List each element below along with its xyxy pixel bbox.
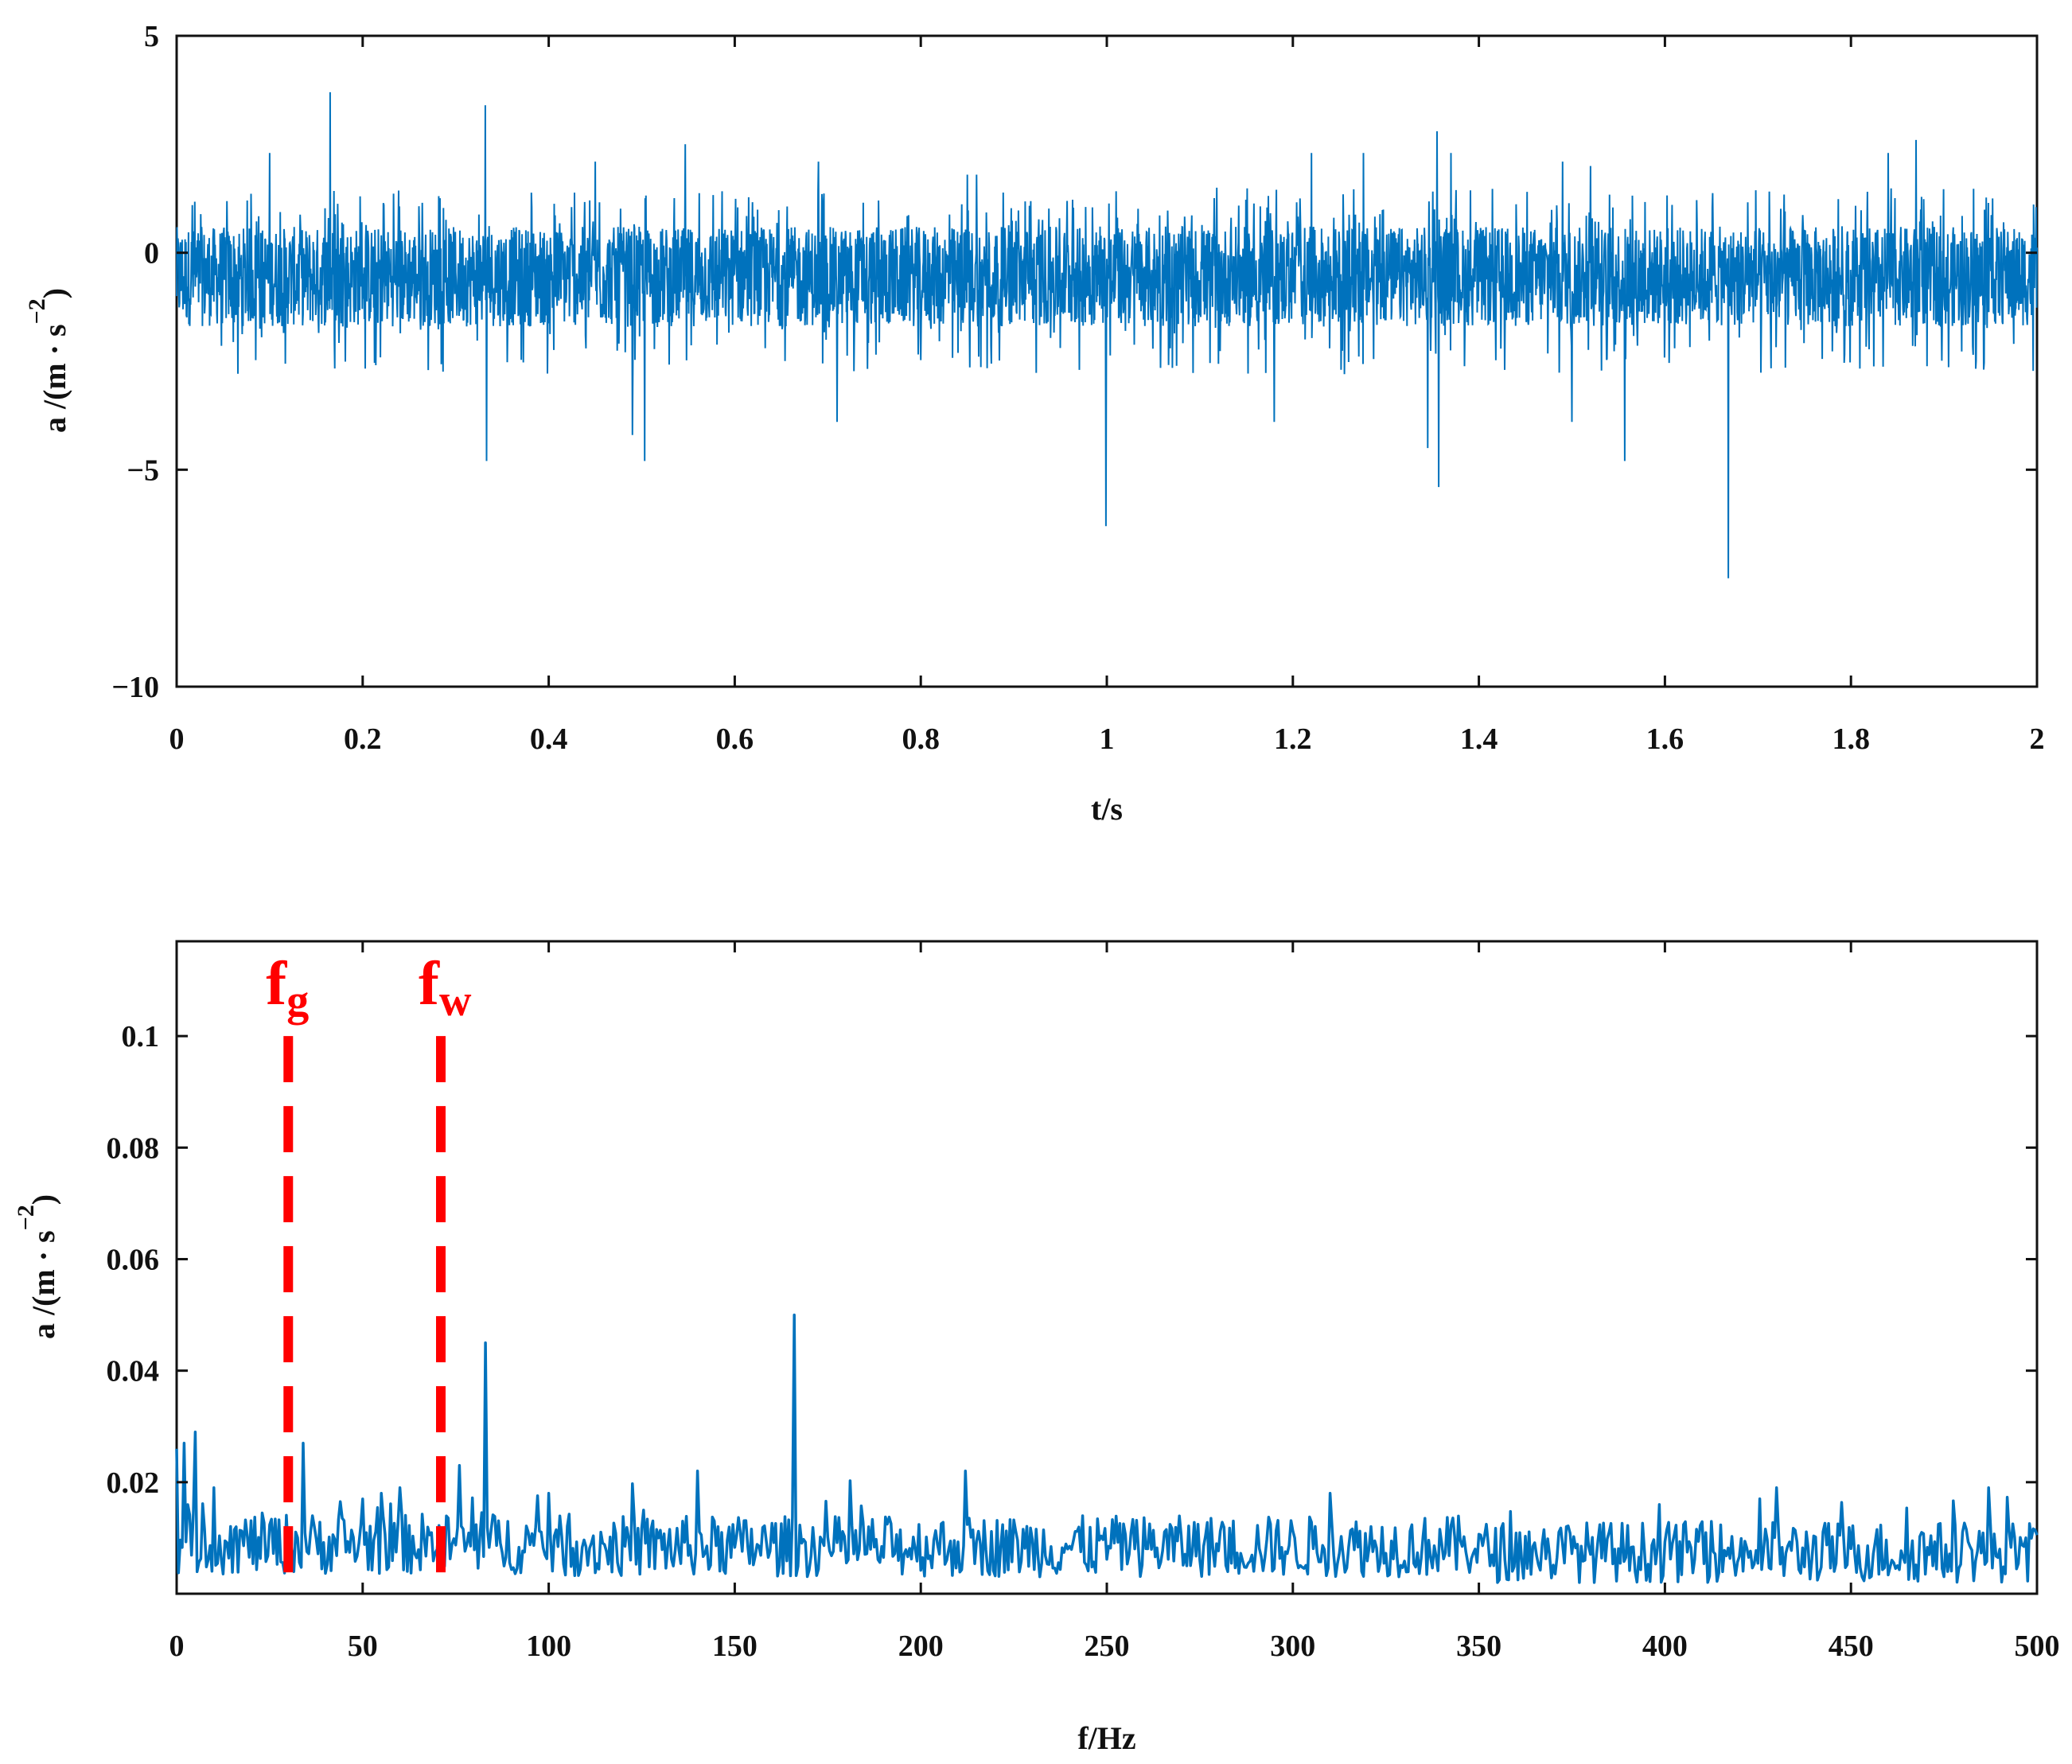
x-tick-label: 50: [348, 1630, 378, 1663]
x-tick-label: 1.2: [1274, 722, 1312, 756]
x-axis-ticks: 0 0.2 0.4 0.6 0.8 1 1.2 1.4 1.6 1.8 2: [169, 36, 2045, 756]
fault-frequency-label: fw: [419, 948, 472, 1026]
x-tick-label: 0.6: [716, 722, 754, 756]
x-tick-label: 150: [712, 1630, 758, 1663]
y-tick-label: −5: [127, 454, 159, 487]
x-axis-ticks: 0 50 100 150 200 250 300 350 400 450 500: [169, 941, 2060, 1663]
svg-text:a /(m · s−2): a /(m · s−2): [13, 1194, 61, 1339]
y-tick-label: 0.04: [107, 1355, 160, 1388]
fault-frequency-label: fg: [266, 948, 309, 1026]
y-axis-title-close: ): [25, 1194, 61, 1205]
svg-text:a /(m · s−2): a /(m · s−2): [24, 288, 72, 433]
y-tick-label: 0.1: [122, 1020, 160, 1053]
x-tick-label: 300: [1270, 1630, 1315, 1663]
y-axis-title-text: a /(m · s: [25, 1230, 61, 1339]
x-tick-label: 250: [1085, 1630, 1130, 1663]
x-axis-title: t/s: [1091, 791, 1123, 827]
x-tick-label: 0.4: [530, 722, 568, 756]
x-tick-label: 1.4: [1460, 722, 1498, 756]
y-tick-label: 0.06: [107, 1243, 160, 1276]
x-tick-label: 2: [2030, 722, 2045, 756]
y-tick-label: 0.02: [107, 1466, 160, 1500]
x-tick-label: 1.6: [1646, 722, 1684, 756]
y-axis-title: a /(m · s−2): [24, 288, 72, 433]
y-axis-title-exponent: −2: [24, 298, 50, 324]
x-tick-label: 0.8: [902, 722, 940, 756]
x-tick-label: 0: [169, 722, 185, 756]
y-tick-label: 0: [144, 237, 159, 271]
time-signal-chart: 0 0.2 0.4 0.6 0.8 1 1.2 1.4 1.6 1.8 2 −10−505 t/s …: [24, 20, 2045, 827]
y-tick-label: −10: [111, 671, 159, 704]
x-tick-label: 450: [1829, 1630, 1874, 1663]
y-axis-title-exponent: −2: [13, 1205, 39, 1230]
acceleration-time-series-line: [176, 92, 2038, 578]
x-tick-label: 0.2: [344, 722, 382, 756]
x-tick-label: 350: [1456, 1630, 1501, 1663]
y-axis-title: a /(m · s−2): [13, 1194, 61, 1339]
x-tick-label: 1: [1100, 722, 1115, 756]
y-axis-title-close: ): [37, 288, 72, 298]
spectrum-amplitude-line: [175, 1313, 2039, 1584]
y-axis-ticks: −10 −5 0 5: [111, 20, 2037, 704]
x-tick-label: 400: [1642, 1630, 1688, 1663]
x-tick-label: 0: [169, 1630, 185, 1663]
x-tick-label: 500: [2015, 1630, 2060, 1663]
x-axis-title: f/Hz: [1077, 1720, 1135, 1756]
y-axis-title-text: a /(m · s: [37, 324, 72, 433]
frequency-spectrum-chart: fg fw 0 50 100 150 200 250 300 350 400 450 500 0.02…: [13, 940, 2060, 1756]
x-tick-label: 100: [526, 1630, 571, 1663]
plot-area-frame: [175, 940, 2039, 1595]
x-tick-label: 1.8: [1832, 722, 1870, 756]
y-tick-label: 5: [144, 20, 159, 53]
y-axis-ticks: 0.02 0.04 0.06 0.08 0.1: [107, 1020, 2037, 1500]
y-tick-label: 0.08: [107, 1131, 160, 1165]
x-tick-label: 200: [898, 1630, 944, 1663]
fault-frequency-markers: fg fw: [266, 948, 472, 1594]
